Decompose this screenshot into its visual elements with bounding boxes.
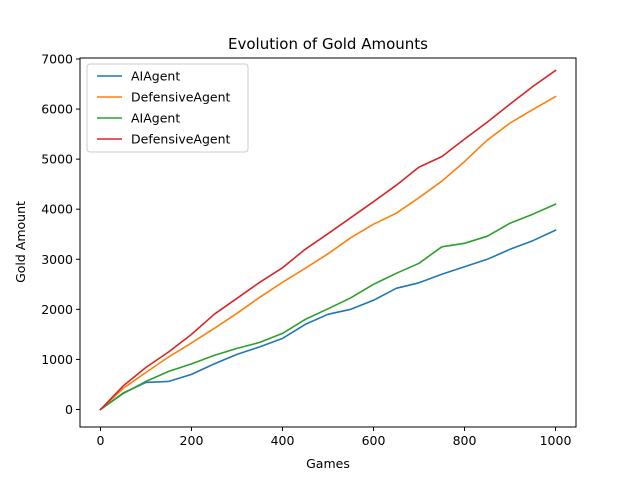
chart-title: Evolution of Gold Amounts <box>228 35 428 53</box>
x-tick-label: 400 <box>271 433 295 448</box>
legend: AIAgent DefensiveAgent AIAgent DefensiveAge… <box>86 63 249 153</box>
series-line-1 <box>99 229 557 411</box>
axes-frame <box>79 57 577 428</box>
x-axis-label: Games <box>306 456 350 471</box>
x-tick-label: 600 <box>362 433 386 448</box>
legend-label-1: AIAgent <box>131 69 180 84</box>
series-line-3 <box>99 203 557 411</box>
plot-area <box>99 69 557 411</box>
legend-box <box>86 63 249 153</box>
x-tick-label: 0 <box>97 433 105 448</box>
x-axis: 0 200 400 600 800 1000 <box>97 427 572 448</box>
legend-label-3: AIAgent <box>131 111 180 126</box>
y-tick-label: 0 <box>65 402 73 417</box>
y-tick-label: 2000 <box>41 302 73 317</box>
y-tick-label: 1000 <box>41 352 73 367</box>
y-tick-label: 5000 <box>41 152 73 167</box>
y-tick-label: 7000 <box>41 52 73 67</box>
y-tick-label: 3000 <box>41 252 73 267</box>
y-tick-label: 4000 <box>41 202 73 217</box>
legend-label-2: DefensiveAgent <box>131 90 231 105</box>
y-axis: 0 1000 2000 3000 4000 5000 6000 7000 <box>41 52 80 417</box>
legend-label-4: DefensiveAgent <box>131 132 231 147</box>
y-tick-label: 6000 <box>41 102 73 117</box>
x-tick-label: 800 <box>453 433 477 448</box>
x-tick-label: 200 <box>180 433 204 448</box>
series-line-4 <box>99 69 557 411</box>
series-line-2 <box>99 95 557 411</box>
y-axis-label: Gold Amount <box>13 201 28 283</box>
x-tick-label: 1000 <box>540 433 572 448</box>
